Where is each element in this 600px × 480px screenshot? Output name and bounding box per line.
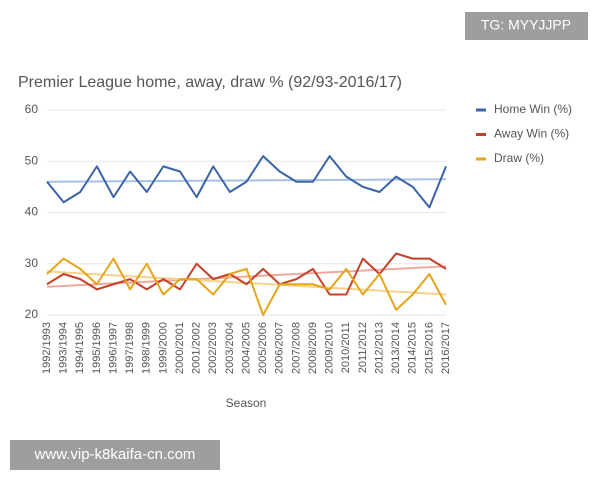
x-tick-label: 1997/1998 [124, 322, 136, 374]
x-tick-label: 1993/1994 [58, 322, 70, 374]
chart-title: Premier League home, away, draw % (92/93… [18, 74, 402, 91]
series-line [46, 155, 447, 209]
x-axis-label: Season [226, 396, 267, 410]
x-tick-label: 2008/2009 [307, 322, 319, 374]
watermark: TG: MYYJJPP [481, 17, 571, 33]
x-tick-label: 2006/2007 [274, 322, 286, 374]
x-tick-label: 2003/2004 [224, 322, 236, 374]
legend-label: Away Win (%) [494, 127, 569, 141]
x-tick-label: 2005/2006 [257, 322, 269, 374]
x-tick-label: 2015/2016 [423, 322, 435, 374]
x-tick-label: 2000/2001 [174, 322, 186, 374]
y-tick-label: 60 [25, 102, 39, 116]
y-tick-label: 30 [25, 256, 39, 270]
x-tick-label: 1994/1995 [74, 322, 86, 374]
watermark: www.vip-k8kaifa-cn.com [34, 446, 196, 463]
x-tick-label: 1998/1999 [141, 322, 153, 374]
y-tick-label: 50 [25, 153, 39, 167]
watermark-box [465, 12, 588, 40]
x-tick-label: 1995/1996 [91, 322, 103, 374]
x-tick-label: 2011/2012 [357, 322, 369, 373]
series-line [46, 257, 447, 316]
x-tick-label: 2012/2013 [373, 322, 385, 374]
legend-label: Draw (%) [494, 151, 544, 165]
x-tick-label: 1992/1993 [41, 322, 53, 374]
x-tick-label: 2013/2014 [390, 322, 402, 374]
watermark-box [10, 440, 220, 470]
x-tick-label: 2014/2015 [407, 322, 419, 374]
x-tick-label: 2007/2008 [290, 322, 302, 374]
x-tick-label: 2001/2002 [191, 322, 203, 374]
x-tick-label: 2002/2003 [207, 322, 219, 374]
x-tick-label: 2004/2005 [240, 322, 252, 374]
y-tick-label: 40 [25, 205, 39, 219]
y-tick-label: 20 [25, 307, 39, 321]
legend-label: Home Win (%) [494, 102, 572, 116]
x-tick-label: 1999/2000 [157, 322, 169, 374]
x-tick-label: 2010/2011 [340, 322, 352, 373]
x-tick-label: 2016/2017 [440, 322, 452, 374]
x-tick-label: 1996/1997 [107, 322, 119, 374]
x-tick-label: 2009/2010 [324, 322, 336, 374]
